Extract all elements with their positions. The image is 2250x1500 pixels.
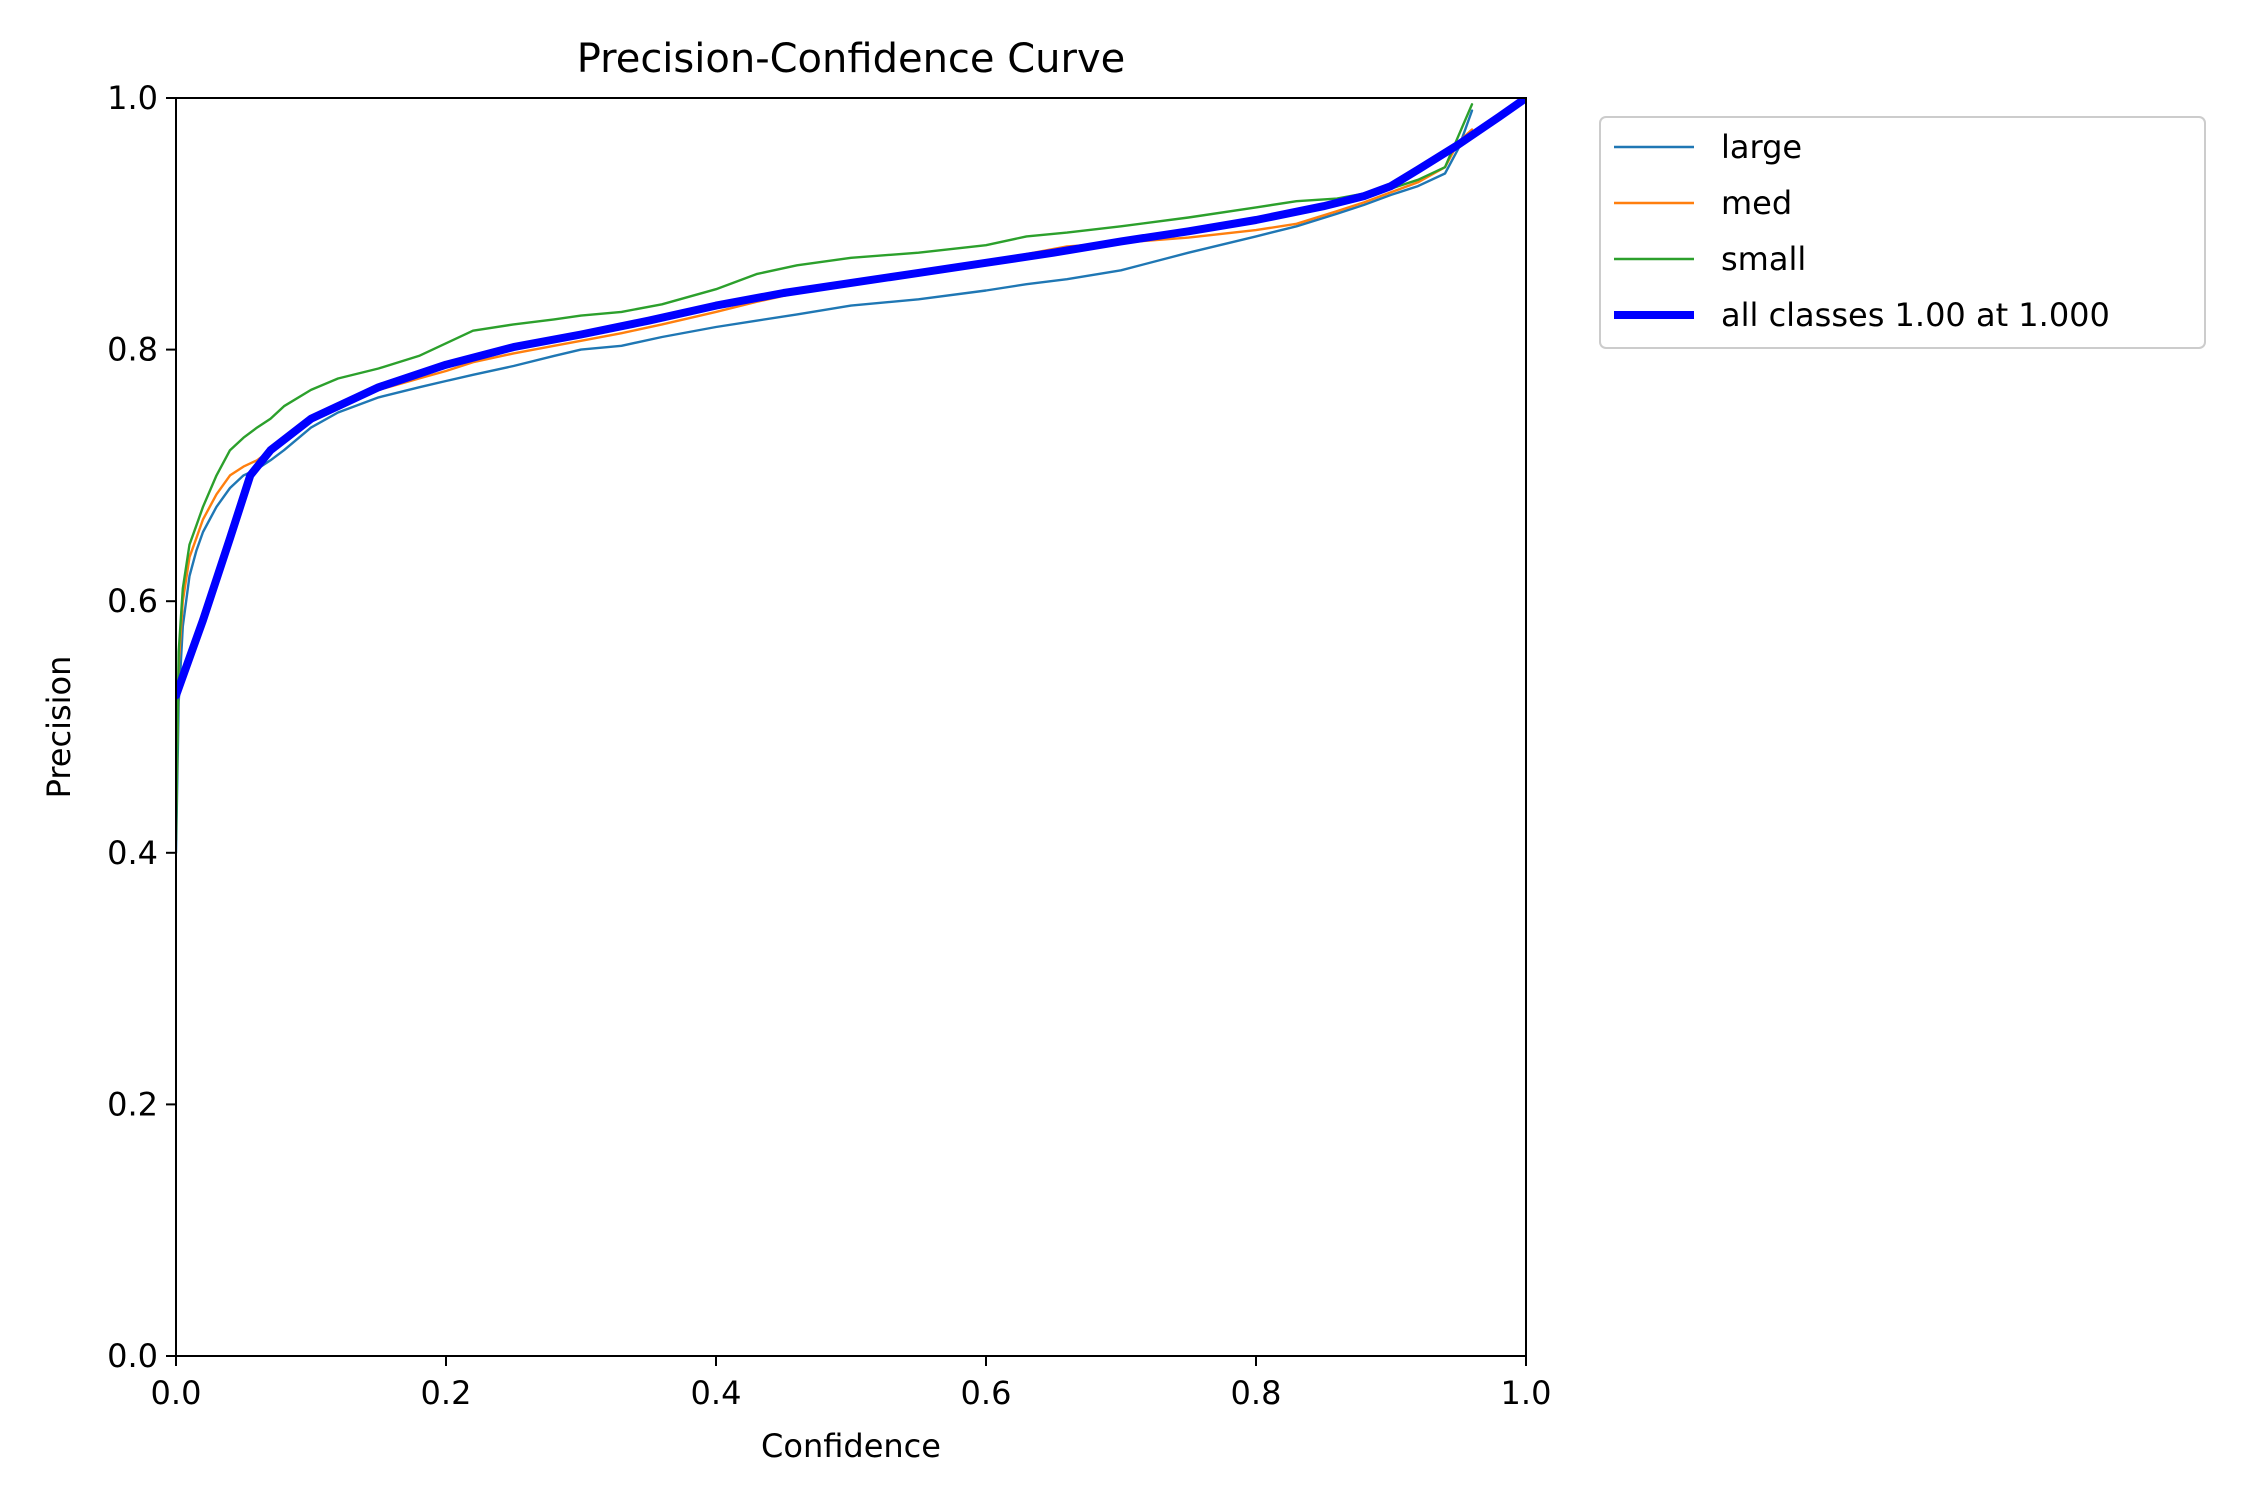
series-line-1 xyxy=(176,109,1474,854)
plot-area xyxy=(175,97,1527,1357)
series-layer xyxy=(176,98,1526,854)
legend: large med small all classes 1.00 at 1.000 xyxy=(1599,116,2206,349)
y-tick-label: 0.8 xyxy=(107,331,158,369)
x-tick-label: 1.0 xyxy=(1501,1374,1552,1412)
y-axis-label: Precision xyxy=(40,656,78,799)
legend-label-4: all classes 1.00 at 1.000 xyxy=(1721,296,2110,334)
series-line-2 xyxy=(176,128,1474,829)
series-line-3 xyxy=(176,103,1474,842)
y-tick-label: 0.0 xyxy=(107,1337,158,1375)
x-tick-label: 0.2 xyxy=(421,1374,472,1412)
y-tick-label: 0.6 xyxy=(107,582,158,620)
x-tick-label: 0.8 xyxy=(1231,1374,1282,1412)
plot-frame xyxy=(175,97,1527,1357)
legend-label-1: large xyxy=(1721,128,1802,166)
chart-title: Precision-Confidence Curve xyxy=(577,36,1126,82)
x-axis: 0.0 0.2 0.4 0.6 0.8 1.0 xyxy=(151,1356,1552,1412)
y-tick-label: 0.4 xyxy=(107,834,158,872)
y-tick-label: 0.2 xyxy=(107,1085,158,1123)
x-tick-label: 0.0 xyxy=(151,1374,202,1412)
x-tick-label: 0.6 xyxy=(961,1374,1012,1412)
legend-frame xyxy=(1599,116,2206,349)
legend-label-2: med xyxy=(1721,184,1792,222)
y-axis: 0.0 0.2 0.4 0.6 0.8 1.0 xyxy=(107,79,176,1375)
x-axis-label: Confidence xyxy=(761,1427,941,1465)
x-tick-label: 0.4 xyxy=(691,1374,742,1412)
legend-label-3: small xyxy=(1721,240,1806,278)
y-tick-label: 1.0 xyxy=(107,79,158,117)
series-line-4 xyxy=(176,98,1526,700)
